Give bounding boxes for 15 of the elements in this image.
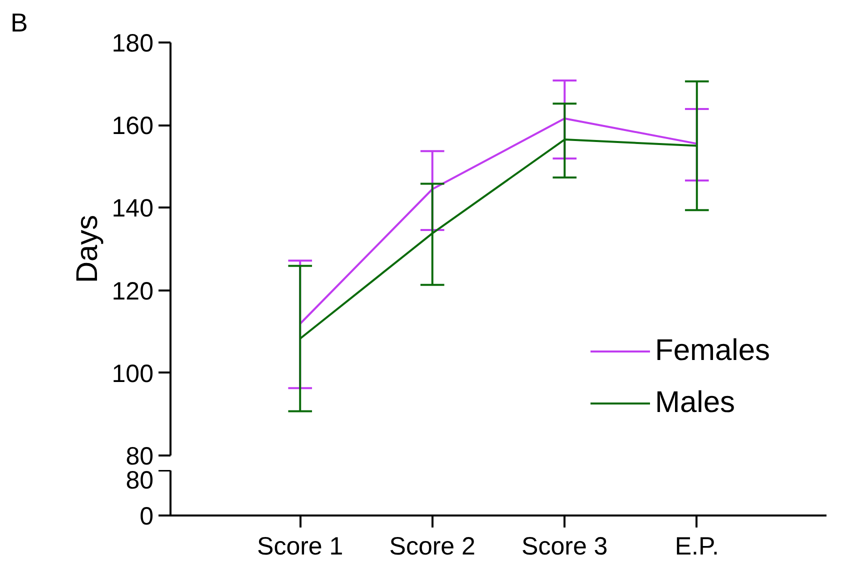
y-tick-label: 160 — [112, 112, 154, 140]
x-tick-label: Score 3 — [522, 532, 608, 560]
x-tick-label: Score 2 — [389, 532, 476, 560]
y-tick-label: 100 — [112, 360, 154, 388]
legend-label: Females — [655, 334, 770, 368]
legend-label: Males — [655, 386, 736, 420]
y-tick-label: 180 — [112, 30, 154, 58]
y-axis-title: Days — [70, 214, 104, 284]
text: B — [10, 8, 28, 38]
x-tick-label: E.P. — [674, 532, 719, 560]
y-tick-label: 140 — [112, 194, 154, 223]
x-tick-label: Score 1 — [257, 532, 344, 560]
y-tick-label: 0 — [140, 502, 154, 530]
y-tick-label: 120 — [112, 277, 154, 306]
line-series — [299, 117, 698, 325]
